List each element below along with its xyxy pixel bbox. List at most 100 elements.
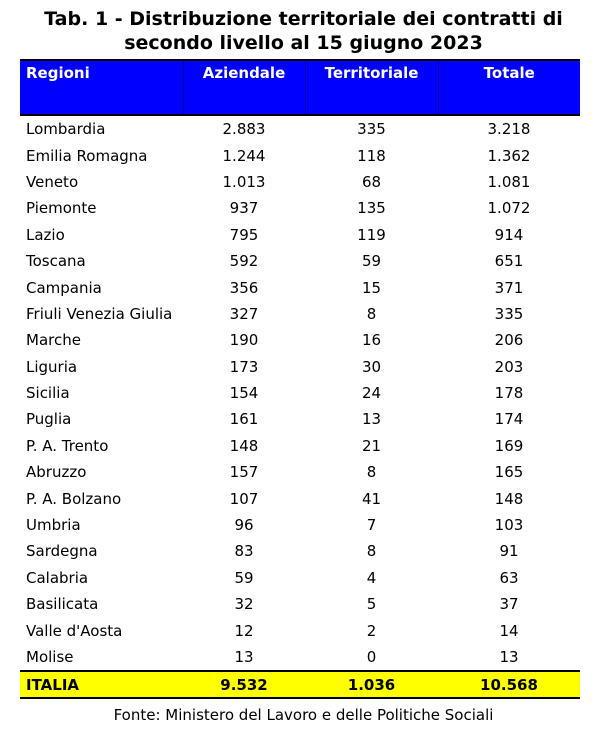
territoriale-cell: 13 <box>361 410 382 429</box>
table-title-line1: Tab. 1 - Distribuzione territoriale dei … <box>44 8 563 30</box>
table-row: Liguria 173 30 203 <box>20 354 580 380</box>
table-row: Toscana 592 59 651 <box>20 248 580 274</box>
total-row-label: ITALIA <box>20 670 183 700</box>
header-territoriale: Territoriale <box>305 59 439 116</box>
totale-cell: 203 <box>494 357 524 376</box>
region-name-cell: Veneto <box>26 172 79 191</box>
aziendale-cell: 154 <box>229 384 259 403</box>
totale-cell: 169 <box>494 436 524 455</box>
territoriale-cell: 68 <box>361 172 382 191</box>
region-name-cell: Umbria <box>26 516 81 535</box>
territoriale-cell: 8 <box>366 304 377 323</box>
territoriale-cell: 8 <box>366 463 377 482</box>
totale-cell: 174 <box>494 410 524 429</box>
territoriale-cell: 4 <box>366 568 377 587</box>
aziendale-cell: 83 <box>234 542 254 561</box>
aziendale-cell: 148 <box>229 436 259 455</box>
totale-cell: 3.218 <box>487 120 531 139</box>
totale-cell: 13 <box>499 648 519 666</box>
table-row: Valle d'Aosta 12 2 14 <box>20 617 580 643</box>
totale-cell: 371 <box>494 278 524 297</box>
table-row: Molise 13 0 13 <box>20 644 580 671</box>
table-row: Marche 190 16 206 <box>20 327 580 353</box>
region-name-cell: Calabria <box>26 568 89 587</box>
totale-cell: 148 <box>494 489 524 508</box>
aziendale-cell: 327 <box>229 304 259 323</box>
table-row: Umbria 96 7 103 <box>20 512 580 538</box>
totale-cell: 651 <box>494 252 524 271</box>
totale-cell: 335 <box>494 304 524 323</box>
territoriale-cell: 59 <box>361 252 382 271</box>
aziendale-cell: 937 <box>229 199 259 218</box>
region-name-cell: Sardegna <box>26 542 98 561</box>
totale-cell: 1.081 <box>487 172 531 191</box>
table-row: Sardegna 83 8 91 <box>20 538 580 564</box>
aziendale-cell: 157 <box>229 463 259 482</box>
source-note: Fonte: Ministero del Lavoro e delle Poli… <box>113 706 494 725</box>
region-name-cell: Lazio <box>26 225 65 244</box>
territoriale-cell: 24 <box>361 384 382 403</box>
territoriale-cell: 30 <box>361 357 382 376</box>
table-row: Calabria 59 4 63 <box>20 565 580 591</box>
table-row: Lazio 795 119 914 <box>20 222 580 248</box>
region-name-cell: Puglia <box>26 410 72 429</box>
aziendale-cell: 1.013 <box>222 172 266 191</box>
territoriale-cell: 8 <box>366 542 377 561</box>
table-row: Basilicata 32 5 37 <box>20 591 580 617</box>
territoriale-cell: 2 <box>366 621 377 640</box>
table-row: Puglia 161 13 174 <box>20 406 580 432</box>
totale-cell: 1.072 <box>487 199 531 218</box>
totale-cell: 63 <box>499 568 519 587</box>
territoriale-cell: 21 <box>361 436 382 455</box>
region-name-cell: Basilicata <box>26 595 99 614</box>
territoriale-cell: 16 <box>361 331 382 350</box>
table-row: Piemonte 937 135 1.072 <box>20 195 580 221</box>
region-name-cell: Piemonte <box>26 199 97 218</box>
territoriale-cell: 0 <box>366 648 377 666</box>
table-row: P. A. Bolzano 107 41 148 <box>20 485 580 511</box>
total-totale: 10.568 <box>438 670 580 700</box>
totale-cell: 206 <box>494 331 524 350</box>
aziendale-cell: 96 <box>234 516 254 535</box>
region-name-cell: Abruzzo <box>26 463 87 482</box>
aziendale-cell: 13 <box>234 648 254 666</box>
region-name-cell: Friuli Venezia Giulia <box>26 304 173 323</box>
aziendale-cell: 59 <box>234 568 254 587</box>
totale-cell: 91 <box>499 542 519 561</box>
header-row: Regioni Aziendale Territoriale Totale <box>20 59 580 116</box>
total-territoriale: 1.036 <box>305 670 438 700</box>
totale-cell: 178 <box>494 384 524 403</box>
totale-cell: 103 <box>494 516 524 535</box>
territoriale-cell: 7 <box>366 516 377 535</box>
aziendale-cell: 356 <box>229 278 259 297</box>
region-name-cell: Marche <box>26 331 81 350</box>
totale-cell: 914 <box>494 225 524 244</box>
aziendale-cell: 795 <box>229 225 259 244</box>
table-title: Tab. 1 - Distribuzione territoriale dei … <box>0 0 607 55</box>
table-row: Campania 356 15 371 <box>20 274 580 300</box>
aziendale-cell: 1.244 <box>222 146 266 165</box>
aziendale-cell: 592 <box>229 252 259 271</box>
table-row: Veneto 1.013 68 1.081 <box>20 169 580 195</box>
total-aziendale: 9.532 <box>183 670 305 700</box>
table-row: P. A. Trento 148 21 169 <box>20 433 580 459</box>
territoriale-cell: 119 <box>357 225 386 244</box>
total-row: ITALIA 9.532 1.036 10.568 <box>20 670 580 700</box>
table-row: Abruzzo 157 8 165 <box>20 459 580 485</box>
table-body: Lombardia 2.883 335 3.218 Emilia Romagna 1.24… <box>20 115 580 671</box>
aziendale-cell: 190 <box>229 331 259 350</box>
region-name-cell: P. A. Trento <box>26 436 109 455</box>
territoriale-cell: 41 <box>361 489 382 508</box>
totale-cell: 165 <box>494 463 524 482</box>
table-row: Sicilia 154 24 178 <box>20 380 580 406</box>
region-name-cell: Molise <box>26 648 74 666</box>
territoriale-cell: 335 <box>357 120 386 139</box>
region-name-cell: Campania <box>26 278 102 297</box>
territoriale-cell: 135 <box>357 199 386 218</box>
region-name-cell: Sicilia <box>26 384 70 403</box>
header-aziendale: Aziendale <box>183 59 306 116</box>
table-row: Emilia Romagna 1.244 118 1.362 <box>20 142 580 168</box>
aziendale-cell: 107 <box>229 489 259 508</box>
table-row: Lombardia 2.883 335 3.218 <box>20 115 580 142</box>
